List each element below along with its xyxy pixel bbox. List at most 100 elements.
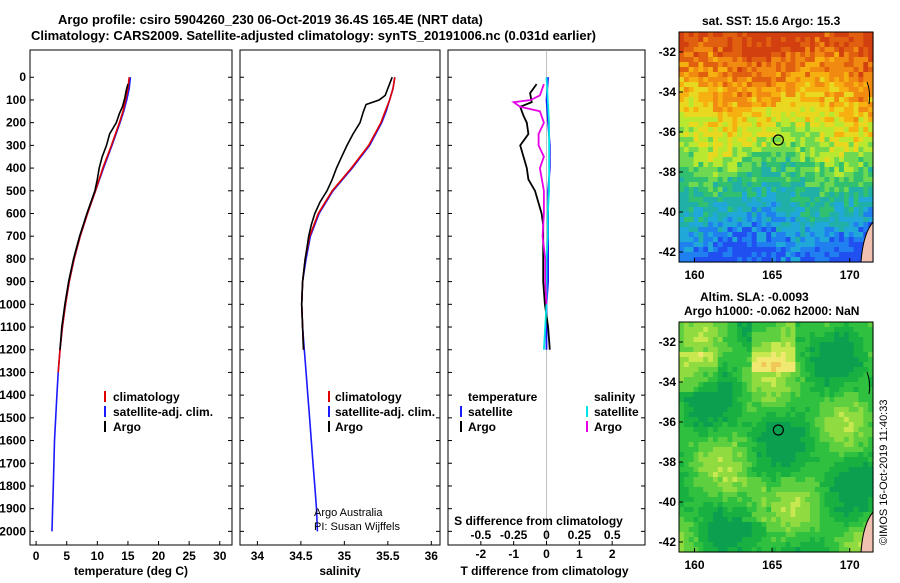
map-cell [746, 152, 753, 158]
map-cell [795, 237, 801, 243]
map-cell [688, 337, 695, 343]
map-cell [848, 322, 855, 328]
map-cell [809, 472, 816, 478]
map-cell [698, 367, 704, 373]
map-cell [809, 102, 816, 108]
map-cell [809, 147, 816, 153]
map-cell [717, 362, 724, 368]
map-cell [790, 107, 796, 113]
map-cell [800, 177, 806, 183]
map-cell [776, 397, 782, 403]
map-cell [843, 342, 850, 348]
map-cell [780, 377, 787, 383]
map-cell [717, 527, 724, 533]
map-cell [790, 452, 796, 458]
map-cell [868, 367, 874, 373]
map-cell [751, 197, 758, 203]
map-cell [819, 72, 826, 78]
map-cell [742, 257, 748, 263]
map-cell [771, 62, 777, 68]
map-cell [848, 332, 855, 338]
map-cell [727, 72, 733, 78]
map-cell [698, 242, 704, 248]
map-cell [868, 392, 874, 398]
map-cell [809, 522, 816, 528]
map-cell [732, 347, 738, 353]
x-tick-label: -1 [508, 547, 519, 561]
map-cell [688, 517, 695, 523]
map-cell [809, 237, 816, 243]
map-cell [722, 537, 729, 543]
map-cell [712, 487, 719, 493]
map-cell [814, 492, 821, 498]
map-cell [688, 62, 695, 68]
map-cell [785, 57, 792, 63]
map-cell [853, 322, 860, 328]
x2-tick-label: 0 [543, 528, 550, 542]
map-cell [683, 512, 690, 518]
map-cell [868, 152, 874, 158]
map-cell [751, 457, 758, 463]
map-cell [819, 527, 826, 533]
map-cell [683, 487, 690, 493]
profile-plots: 0100200300400500600700800900100011001200… [0, 49, 646, 578]
map-cell [679, 342, 685, 348]
map-cell [708, 492, 714, 498]
map-cell [732, 57, 738, 63]
map-cell [717, 92, 724, 98]
map-cell [766, 152, 772, 158]
map-cell [727, 322, 733, 328]
map-cell [853, 57, 860, 63]
map-cell [737, 377, 743, 383]
map-cell [848, 342, 855, 348]
map-cell [771, 357, 777, 363]
map-cell [693, 517, 699, 523]
map-cell [756, 67, 763, 73]
map-cell [737, 457, 743, 463]
map-cell [858, 377, 864, 383]
map-cell [751, 327, 758, 333]
map-cell [742, 157, 748, 163]
map-cell [863, 467, 869, 473]
map-cell [814, 152, 821, 158]
lon-tick-label: 160 [685, 558, 705, 572]
map-cell [790, 472, 796, 478]
map-cell [756, 507, 763, 513]
map-cell [712, 92, 719, 98]
map-cell [679, 182, 685, 188]
map-cell [800, 367, 806, 373]
map-cell [848, 522, 855, 528]
map-cell [800, 232, 806, 238]
map-cell [766, 112, 772, 118]
map-cell [712, 192, 719, 198]
map-cell [693, 152, 699, 158]
map-cell [761, 352, 767, 358]
map-cell [805, 362, 811, 368]
map-cell [843, 422, 850, 428]
map-cell [679, 327, 685, 333]
map-cell [751, 107, 758, 113]
map-cell [853, 477, 860, 483]
map-cell [708, 62, 714, 68]
map-cell [790, 167, 796, 173]
map-cell [712, 167, 719, 173]
map-cell [693, 67, 699, 73]
map-cell [829, 427, 835, 433]
map-cell [722, 392, 729, 398]
map-cell [751, 227, 758, 233]
map-cell [688, 242, 695, 248]
map-cell [708, 397, 714, 403]
map-cell [761, 132, 767, 138]
map-cell [800, 52, 806, 58]
map-cell [771, 457, 777, 463]
map-cell [746, 327, 753, 333]
map-cell [834, 392, 840, 398]
map-cell [839, 32, 845, 38]
map-cell [708, 142, 714, 148]
map-cell [848, 182, 855, 188]
map-cell [766, 497, 772, 503]
map-cell [683, 177, 690, 183]
map-cell [727, 52, 733, 58]
map-cell [839, 42, 845, 48]
map-cell [814, 432, 821, 438]
